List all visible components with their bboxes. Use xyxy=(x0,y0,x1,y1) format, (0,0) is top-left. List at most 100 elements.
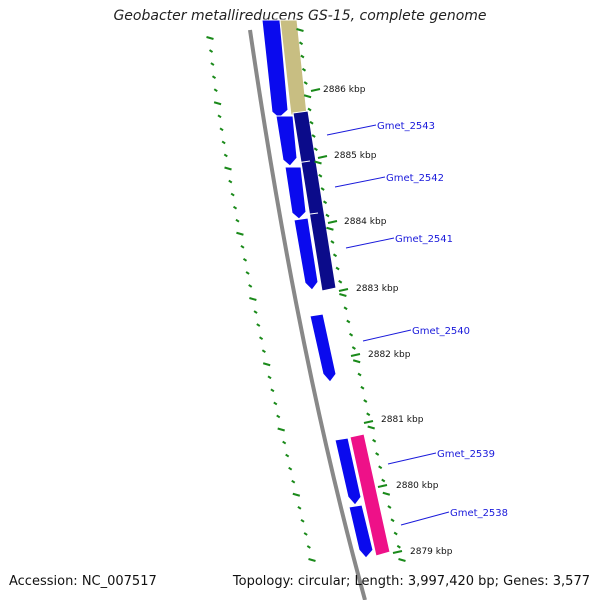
minor-tick xyxy=(240,244,245,249)
gene-arrow[interactable] xyxy=(334,437,362,506)
minor-tick xyxy=(349,332,354,337)
minor-tick xyxy=(288,466,293,471)
kbp-label: 2881 kbp xyxy=(381,415,424,425)
kbp-label: 2882 kbp xyxy=(368,350,411,360)
label-leader xyxy=(387,452,437,465)
minor-tick xyxy=(228,179,233,184)
gene-arrow[interactable] xyxy=(275,115,298,167)
minor-tick xyxy=(211,75,217,79)
major-tick xyxy=(382,491,391,496)
major-tick xyxy=(314,160,322,165)
outer-tick-track xyxy=(206,36,316,562)
minor-tick xyxy=(372,438,377,443)
minor-tick xyxy=(303,81,308,85)
minor-tick xyxy=(282,440,287,445)
gene-arrow[interactable] xyxy=(261,19,289,119)
minor-tick xyxy=(223,153,228,158)
minor-tick xyxy=(301,67,307,72)
minor-tick xyxy=(332,253,338,258)
minor-tick xyxy=(300,519,305,523)
gene-dark-blue[interactable] xyxy=(292,110,337,292)
gene-label[interactable]: Gmet_2541 xyxy=(395,234,453,245)
minor-tick xyxy=(311,134,316,138)
gene-divider xyxy=(295,160,311,164)
gene-label[interactable]: Gmet_2540 xyxy=(412,326,470,337)
minor-tick xyxy=(320,187,325,191)
gene-label[interactable]: Gmet_2543 xyxy=(377,121,435,132)
minor-tick xyxy=(346,319,351,324)
minor-tick xyxy=(267,375,272,380)
minor-tick xyxy=(297,505,302,510)
major-tick xyxy=(292,492,301,497)
minor-tick xyxy=(256,323,261,327)
gene-arrow[interactable] xyxy=(284,166,307,220)
label-leader xyxy=(326,124,377,136)
major-tick xyxy=(308,558,316,562)
minor-tick xyxy=(230,192,235,197)
minor-tick xyxy=(306,545,311,549)
genome-summary: Topology: circular; Length: 3,997,420 bp… xyxy=(232,574,590,589)
minor-tick xyxy=(375,452,380,456)
kbp-tick xyxy=(392,550,403,554)
kbp-tick xyxy=(338,288,349,292)
kbp-label: 2883 kbp xyxy=(356,284,399,294)
gene-pink[interactable] xyxy=(349,433,391,557)
map-title: Geobacter metallireducens GS-15, complet… xyxy=(113,8,487,24)
gene-label[interactable]: Gmet_2539 xyxy=(437,449,495,460)
minor-tick xyxy=(235,218,240,223)
minor-tick xyxy=(298,41,304,46)
gene-label[interactable]: Gmet_2538 xyxy=(450,508,508,519)
major-tick xyxy=(303,94,312,99)
minor-tick xyxy=(210,62,215,66)
kbp-markers: 2886 kbp 2885 kbp 2884 kbp 2883 kbp 2882… xyxy=(310,85,453,557)
forward-strand-genes xyxy=(279,19,391,557)
minor-tick xyxy=(270,388,275,393)
minor-tick xyxy=(351,346,356,350)
major-tick xyxy=(213,101,222,106)
label-leader xyxy=(334,176,386,188)
minor-tick xyxy=(303,532,308,536)
major-tick xyxy=(277,427,285,432)
kbp-tick xyxy=(363,420,374,424)
minor-tick xyxy=(318,173,323,178)
kbp-label: 2880 kbp xyxy=(396,481,439,491)
major-tick xyxy=(367,425,375,430)
label-leader xyxy=(345,237,395,249)
kbp-label: 2886 kbp xyxy=(323,85,366,95)
minor-tick xyxy=(253,310,258,314)
major-tick xyxy=(326,226,334,231)
minor-tick xyxy=(208,49,214,53)
minor-tick xyxy=(322,200,328,205)
gene-arrow[interactable] xyxy=(293,217,319,291)
minor-tick xyxy=(242,258,248,262)
minor-tick xyxy=(338,279,343,284)
gene-label[interactable]: Gmet_2542 xyxy=(386,173,444,184)
minor-tick xyxy=(360,385,365,390)
minor-tick xyxy=(291,479,296,484)
minor-tick xyxy=(273,401,278,406)
minor-tick xyxy=(261,349,266,354)
minor-tick xyxy=(248,284,253,288)
minor-tick xyxy=(232,205,238,210)
kbp-label: 2885 kbp xyxy=(334,151,377,161)
minor-tick xyxy=(387,505,392,509)
kbp-tick xyxy=(377,484,388,488)
minor-tick xyxy=(300,54,305,59)
minor-tick xyxy=(313,147,318,152)
gene-arrow[interactable] xyxy=(309,313,337,383)
minor-tick xyxy=(396,544,401,549)
minor-tick xyxy=(221,140,226,145)
minor-tick xyxy=(219,127,224,132)
minor-tick xyxy=(378,465,383,470)
kbp-tick xyxy=(350,353,361,357)
minor-tick xyxy=(335,266,340,271)
kbp-tick xyxy=(327,220,338,224)
inner-tick-track xyxy=(296,28,406,562)
minor-tick xyxy=(325,213,330,218)
minor-tick xyxy=(259,336,264,340)
gene-arrow[interactable] xyxy=(348,504,374,559)
minor-tick xyxy=(366,412,371,417)
major-tick xyxy=(262,362,271,367)
minor-tick xyxy=(276,414,281,419)
